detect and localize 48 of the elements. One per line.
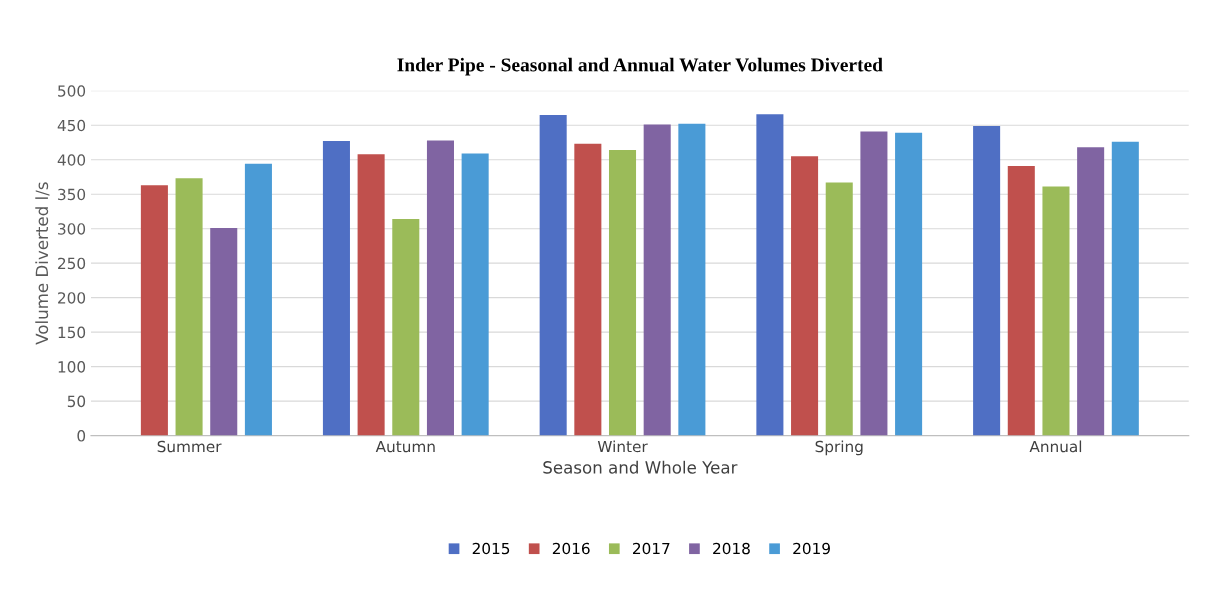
- bar: [175, 178, 203, 436]
- bar: [1077, 147, 1105, 436]
- bar: [643, 124, 671, 436]
- bar: [609, 150, 637, 436]
- bar: [539, 114, 567, 436]
- y-tick-label: 350: [58, 188, 86, 201]
- y-tick-label: 400: [57, 154, 86, 166]
- bar: [678, 123, 706, 436]
- bar: [461, 153, 489, 436]
- bar: [1111, 141, 1139, 436]
- legend-label: 2016: [552, 542, 590, 555]
- bar: [791, 156, 819, 436]
- y-tick-label: 300: [58, 223, 86, 235]
- legend-label: 2018: [713, 542, 750, 555]
- y-tick-label: 0: [77, 430, 86, 442]
- bar: [322, 141, 350, 436]
- bar: [574, 143, 602, 436]
- y-axis-title: Volume Diverted l/s: [35, 182, 50, 345]
- bar: [860, 131, 888, 436]
- y-tick-label: 200: [58, 292, 86, 304]
- x-tick-label: Summer: [157, 440, 222, 453]
- bar: [392, 219, 420, 436]
- x-tick-label: Autumn: [375, 440, 435, 453]
- y-tick-label: 50: [67, 395, 86, 408]
- bar: [357, 154, 385, 436]
- bar: [140, 185, 168, 436]
- legend-label: 2019: [793, 542, 830, 555]
- y-tick-label: 100: [58, 361, 86, 373]
- y-tick-label: 450: [57, 119, 86, 132]
- x-tick-label: Spring: [815, 440, 863, 456]
- bar: [244, 163, 272, 436]
- bar: [1042, 186, 1070, 436]
- legend-label: 2015: [472, 542, 510, 555]
- bar: [825, 182, 853, 436]
- x-tick-label: Winter: [597, 440, 648, 453]
- chart-title: Inder Pipe - Seasonal and Annual Water Volumes Diverted: [397, 57, 883, 76]
- bar: [210, 228, 238, 436]
- bar: [1007, 165, 1035, 436]
- bar: [426, 140, 454, 436]
- bar: [756, 114, 784, 436]
- legend-label: 2017: [632, 542, 670, 555]
- bar: [973, 125, 1001, 436]
- y-tick-label: 250: [58, 257, 86, 270]
- x-tick-label: Annual: [1029, 440, 1082, 453]
- y-tick-label: 500: [58, 85, 86, 97]
- x-axis-title: Season and Whole Year: [543, 460, 738, 474]
- y-tick-label: 150: [58, 326, 86, 339]
- bar: [895, 132, 923, 436]
